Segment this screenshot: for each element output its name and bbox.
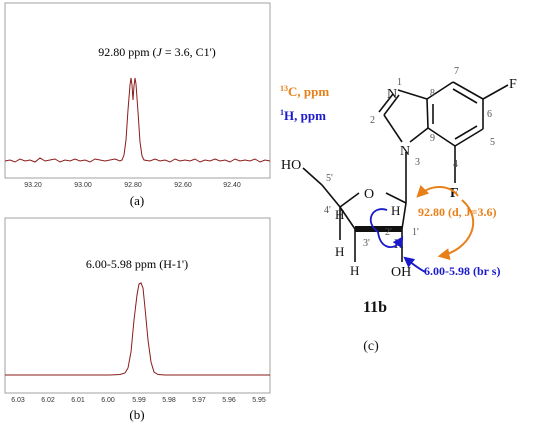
spectrum-a-tick: 92.60 [174, 182, 192, 189]
atom-ho: HO [281, 158, 301, 173]
pos-2p: 2' [385, 227, 392, 238]
bond-n3-c9 [409, 127, 429, 143]
pos-9: 9 [430, 133, 435, 144]
atom-f-top: F [509, 77, 517, 92]
pos-1: 1 [397, 77, 402, 88]
bond-c4p-c3p [339, 206, 356, 230]
position-numbers: 1 2 3 4 5 6 7 8 9 5' 4' 3' 2' 1' [324, 66, 495, 249]
bond-c7-c6 [452, 81, 484, 100]
spectrum-a-tick: 92.40 [223, 182, 241, 189]
spectrum-a-frame [4, 2, 271, 179]
bond-c5-c4 [454, 128, 484, 147]
molecule-structure [302, 81, 509, 262]
bond-c3p-c2p-wedge [355, 226, 402, 232]
pos-6: 6 [487, 109, 492, 120]
bond-c4-c9 [427, 127, 456, 147]
pos-7: 7 [454, 66, 459, 77]
spectrum-a-tick: 93.20 [24, 182, 42, 189]
spectrum-b-ticks: 6.03 6.02 6.01 6.00 5.99 5.98 5.97 5.96 … [11, 397, 266, 404]
legend-proton: 1H, ppm [280, 108, 326, 123]
spectrum-b-tick: 6.02 [41, 397, 55, 404]
nucleus-legend: 13C, ppm 1H, ppm [280, 84, 329, 123]
spectrum-b-tick: 5.97 [192, 397, 206, 404]
legend-carbon: 13C, ppm [280, 84, 329, 99]
spectrum-a-title: 92.80 ppm (J = 3.6, C1') [98, 45, 216, 59]
bond-c1p-c2p [401, 202, 407, 230]
atom-o-ring: O [364, 187, 374, 202]
spectrum-b-title: 6.00-5.98 ppm (H-1') [86, 257, 188, 271]
bond-o-c4p [339, 192, 360, 208]
atom-oh: OH [391, 265, 411, 280]
spectrum-a-tick: 92.80 [124, 182, 142, 189]
spectrum-b-tick: 6.03 [11, 397, 25, 404]
spectrum-a-ticks: 93.20 93.00 92.80 92.60 92.40 [24, 182, 241, 189]
compound-label: 11b [363, 299, 387, 316]
bond-n1-c2 [383, 94, 400, 116]
spectrum-a-caption: (a) [130, 193, 144, 208]
spectrum-b-trace [5, 282, 270, 376]
bond-c2-n3 [383, 114, 403, 143]
bond-n1-c8 [397, 89, 428, 100]
atom-h-4p: H [335, 207, 344, 222]
spectrum-b-tick: 5.95 [252, 397, 266, 404]
spectrum-a-trace [4, 77, 271, 163]
bond-c5p-oh [302, 167, 323, 186]
pos-1p: 1' [412, 227, 419, 238]
bond-c6-f [482, 84, 509, 100]
spectrum-b-panel: 6.00-5.98 ppm (H-1') 6.03 6.02 6.01 6.00… [4, 217, 271, 422]
structure-caption: (c) [363, 339, 379, 354]
spectrum-b-caption: (b) [129, 407, 144, 422]
carbon-arrow-bottom [437, 199, 475, 260]
proton-arrow-head [392, 236, 404, 249]
bond-n1-c2-double [378, 93, 394, 113]
bond-o-c1p [385, 192, 407, 204]
bond-c7-c6-inner [452, 88, 478, 104]
proton-annotation-arrow [403, 256, 426, 273]
proton-shift-annotation: 6.00-5.98 (br s) [424, 264, 500, 278]
atom-f-bottom: F [450, 186, 459, 201]
atom-labels: N N F F O HO OH H H H H H [281, 77, 517, 280]
atom-n1: N [387, 87, 397, 102]
spectrum-b-tick: 5.96 [222, 397, 236, 404]
bond-c8-c9 [426, 98, 429, 129]
atom-h-1p: H [391, 203, 400, 218]
atom-h-3p-b: H [350, 263, 359, 278]
spectrum-a-tick: 93.00 [74, 182, 92, 189]
bond-c4p-c5p [321, 184, 341, 208]
atom-n3: N [400, 144, 410, 159]
atom-h-3p-a: H [335, 244, 344, 259]
carbon-shift-annotation: 92.80 (d, J=3.6) [418, 205, 497, 219]
spectrum-b-tick: 6.00 [101, 397, 115, 404]
pos-4: 4 [453, 159, 458, 170]
pos-2: 2 [370, 115, 375, 126]
spectrum-b-frame [4, 217, 271, 394]
pos-3p: 3' [363, 238, 370, 249]
carbon-arrow-top [416, 184, 459, 198]
spectrum-b-tick: 5.99 [132, 397, 146, 404]
pos-5p: 5' [326, 173, 333, 184]
bond-c8-c7 [426, 81, 454, 100]
spectrum-b-tick: 6.01 [71, 397, 85, 404]
pos-4p: 4' [324, 205, 331, 216]
pos-5: 5 [490, 137, 495, 148]
spectrum-b-tick: 5.98 [162, 397, 176, 404]
pos-3: 3 [415, 157, 420, 168]
bond-c5-c4-inner [454, 125, 478, 140]
spectrum-a-panel: 92.80 ppm (J = 3.6, C1') 93.20 93.00 92.… [4, 2, 271, 208]
pos-8: 8 [430, 88, 435, 99]
